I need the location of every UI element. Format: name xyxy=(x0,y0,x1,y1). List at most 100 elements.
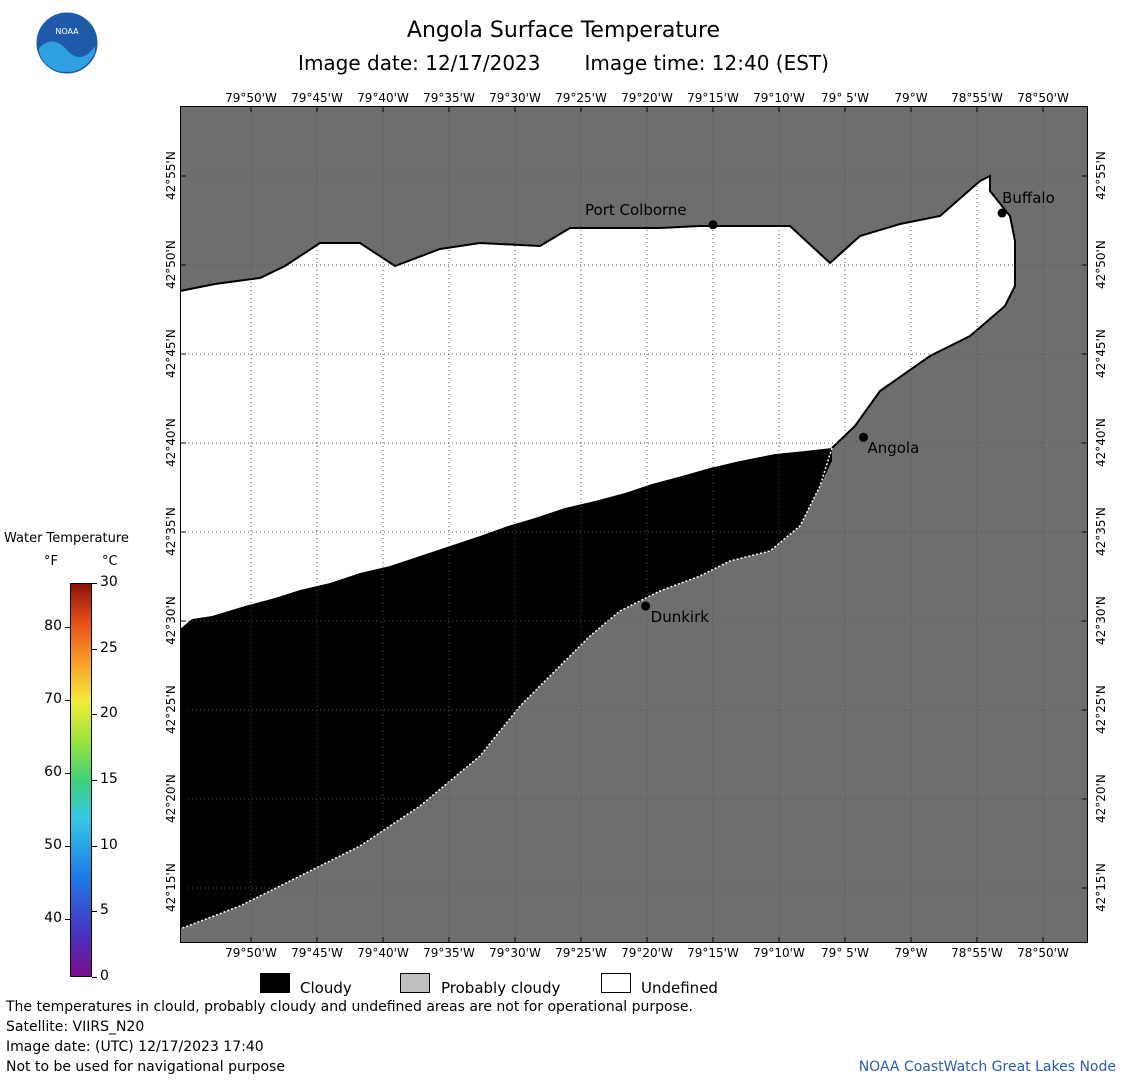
latitude-label: 42°45'N xyxy=(1094,329,1108,379)
longitude-label: 79°10'W xyxy=(753,946,805,960)
city-marker xyxy=(641,601,651,611)
legend-swatch xyxy=(260,973,290,993)
longitude-label: 79°25'W xyxy=(555,91,607,105)
city-marker xyxy=(858,432,868,442)
noaa-logo: NOAA xyxy=(36,12,98,74)
fahrenheit-tick-label: 40 xyxy=(44,909,62,926)
legend-label: Probably cloudy xyxy=(441,979,561,997)
longitude-label: 79°W xyxy=(894,946,928,960)
longitude-label: 78°55'W xyxy=(951,91,1003,105)
celsius-tick xyxy=(92,714,97,716)
celsius-tick xyxy=(92,648,97,650)
longitude-label: 79° 5'W xyxy=(821,946,869,960)
city-marker xyxy=(997,208,1007,218)
celsius-tick-label: 15 xyxy=(100,771,118,787)
navigation-warning: Not to be used for navigational purpose xyxy=(6,1059,285,1075)
legend-swatch xyxy=(601,973,631,993)
latitude-label: 42°45'N xyxy=(164,329,178,379)
shoreline-south xyxy=(180,447,833,930)
celsius-tick xyxy=(92,977,97,978)
image-time: Image time: 12:40 (EST) xyxy=(584,51,829,75)
legend-label: Cloudy xyxy=(300,979,352,997)
longitude-label: 79°W xyxy=(894,91,928,105)
celsius-tick xyxy=(92,911,97,913)
celsius-tick-label: 5 xyxy=(100,902,109,919)
legend-swatch xyxy=(400,973,430,993)
latitude-label: 42°25'N xyxy=(1094,685,1108,735)
longitude-label: 79°50'W xyxy=(225,91,277,105)
credit-text: NOAA CoastWatch Great Lakes Node xyxy=(858,1059,1116,1075)
latitude-label: 42°50'N xyxy=(1094,240,1108,290)
longitude-label: 79°20'W xyxy=(621,946,673,960)
fahrenheit-tick xyxy=(65,918,70,920)
fahrenheit-tick xyxy=(65,699,70,701)
map-grid xyxy=(180,106,1088,943)
longitude-label: 79°15'W xyxy=(687,91,739,105)
map-title: Angola Surface Temperature xyxy=(406,18,721,43)
longitude-label: 78°55'W xyxy=(951,946,1003,960)
longitude-label: 79°20'W xyxy=(621,91,673,105)
latitude-label: 42°20'N xyxy=(164,774,178,824)
longitude-label: 79° 5'W xyxy=(821,91,869,105)
longitude-label: 79°40'W xyxy=(357,946,409,960)
map-border xyxy=(180,106,1088,943)
latitude-label: 42°15'N xyxy=(1094,863,1108,913)
fahrenheit-tick xyxy=(65,772,70,774)
longitude-label: 79°45'W xyxy=(291,946,343,960)
city-label: Dunkirk xyxy=(650,608,709,627)
latitude-label: 42°25'N xyxy=(164,685,178,735)
unit-fahrenheit: °F xyxy=(44,554,58,569)
fahrenheit-tick-label: 80 xyxy=(44,617,62,634)
unit-celsius: °C xyxy=(102,554,118,569)
shoreline-north xyxy=(180,174,1016,449)
temperature-map xyxy=(180,106,1088,943)
celsius-tick-label: 25 xyxy=(100,639,118,656)
latitude-label: 42°20'N xyxy=(1094,774,1108,824)
city-markers xyxy=(641,208,1007,611)
longitude-label: 79°25'W xyxy=(555,946,607,960)
celsius-tick xyxy=(92,845,97,847)
satellite-text: Satellite: VIIRS_N20 xyxy=(6,1019,145,1035)
longitude-label: 79°30'W xyxy=(489,91,541,105)
fahrenheit-tick-label: 70 xyxy=(44,690,62,707)
map-subtitle: Image date: 12/17/2023 Image time: 12:40 … xyxy=(0,51,1127,75)
utc-date-text: Image date: (UTC) 12/17/2023 17:40 xyxy=(6,1039,264,1055)
celsius-tick-label: 20 xyxy=(100,705,118,722)
latitude-label: 42°15'N xyxy=(164,863,178,913)
latitude-label: 42°40'N xyxy=(1094,418,1108,468)
latitude-label: 42°30'N xyxy=(1094,596,1108,646)
legend-title: Water Temperature xyxy=(4,531,129,546)
latitude-label: 42°55'N xyxy=(164,151,178,201)
legend-label: Undefined xyxy=(641,979,718,997)
longitude-label: 79°35'W xyxy=(423,91,475,105)
latitude-label: 42°35'N xyxy=(1094,507,1108,557)
city-label: Port Colborne xyxy=(585,200,687,219)
longitude-label: 78°50'W xyxy=(1017,946,1069,960)
longitude-label: 79°50'W xyxy=(225,946,277,960)
fahrenheit-tick-label: 50 xyxy=(44,836,62,853)
celsius-tick xyxy=(92,583,97,584)
longitude-label: 79°10'W xyxy=(753,91,805,105)
city-label: Buffalo xyxy=(1002,189,1055,208)
longitude-label: 79°40'W xyxy=(357,91,409,105)
celsius-tick-label: 10 xyxy=(100,836,118,853)
latitude-label: 42°50'N xyxy=(164,240,178,290)
latitude-label: 42°40'N xyxy=(164,418,178,468)
celsius-tick xyxy=(92,780,97,781)
cloudy-area xyxy=(180,448,832,929)
logo-text: NOAA xyxy=(55,27,79,36)
celsius-tick-label: 0 xyxy=(100,968,109,984)
fahrenheit-tick xyxy=(65,845,70,847)
temperature-colorbar xyxy=(70,583,92,977)
image-date: Image date: 12/17/2023 xyxy=(298,51,541,75)
fahrenheit-tick-label: 60 xyxy=(44,763,62,780)
city-label: Angola xyxy=(867,439,920,458)
celsius-tick-label: 30 xyxy=(100,574,118,590)
city-marker xyxy=(708,220,718,230)
longitude-label: 79°45'W xyxy=(291,91,343,105)
fahrenheit-tick xyxy=(65,626,70,628)
longitude-label: 79°30'W xyxy=(489,946,541,960)
longitude-label: 79°35'W xyxy=(423,946,475,960)
latitude-label: 42°55'N xyxy=(1094,151,1108,201)
disclaimer-text: The temperatures in clould, probably clo… xyxy=(6,999,693,1015)
